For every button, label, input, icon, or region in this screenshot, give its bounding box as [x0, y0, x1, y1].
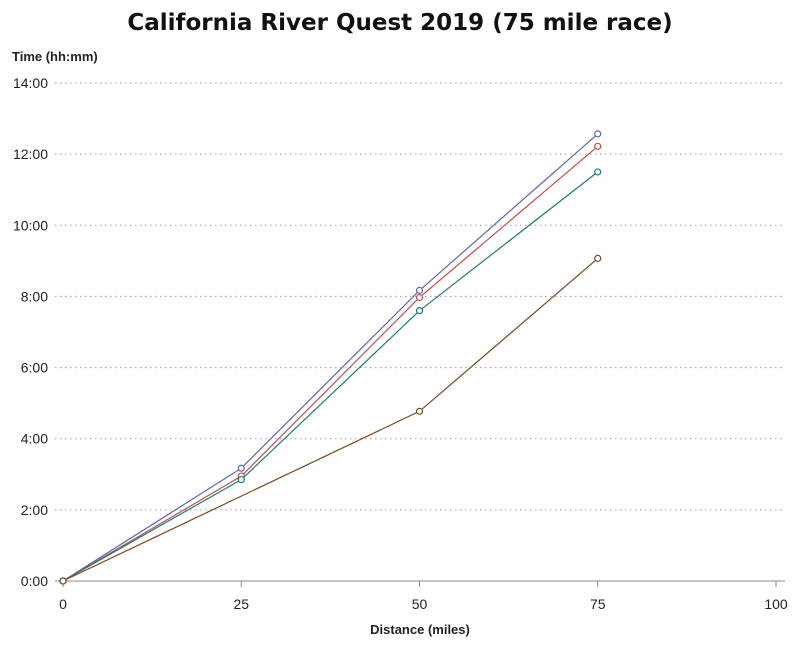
- y-axis-title: Time (hh:mm): [12, 49, 98, 64]
- x-tick-label: 0: [59, 596, 67, 612]
- series-line: [62, 171, 599, 582]
- series-line: [62, 145, 599, 582]
- data-point: [59, 577, 67, 585]
- data-point: [594, 130, 602, 138]
- data-point: [594, 142, 602, 150]
- axis-layer: 0:00 2:00 4:00 6:00 8:00 10:00 12:00 14:00 0 25 50…: [13, 75, 788, 612]
- y-tick-label: 6:00: [21, 360, 48, 376]
- series-line: [62, 257, 599, 582]
- data-point: [594, 254, 602, 262]
- series-layer: [59, 130, 602, 585]
- x-tick-label: 75: [590, 596, 606, 612]
- data-point: [415, 286, 424, 294]
- y-tick-label: 14:00: [13, 75, 48, 91]
- y-tick-label: 8:00: [21, 288, 48, 304]
- x-tick-label: 50: [412, 596, 428, 612]
- x-tick-label: 100: [764, 596, 788, 612]
- x-axis-title: Distance (miles): [370, 622, 470, 637]
- y-tick-label: 12:00: [13, 146, 48, 162]
- data-point: [415, 307, 424, 315]
- data-point: [594, 168, 602, 176]
- x-tick-label: 25: [233, 596, 249, 612]
- data-point: [237, 476, 245, 484]
- y-tick-label: 4:00: [21, 431, 48, 447]
- data-point: [237, 464, 245, 472]
- data-point: [415, 407, 424, 415]
- y-tick-label: 2:00: [21, 502, 48, 518]
- series-line: [62, 133, 599, 582]
- y-tick-label: 0:00: [21, 573, 48, 589]
- chart-title: California River Quest 2019 (75 mile rac…: [127, 10, 673, 36]
- data-point: [415, 293, 424, 302]
- y-tick-label: 10:00: [13, 217, 48, 233]
